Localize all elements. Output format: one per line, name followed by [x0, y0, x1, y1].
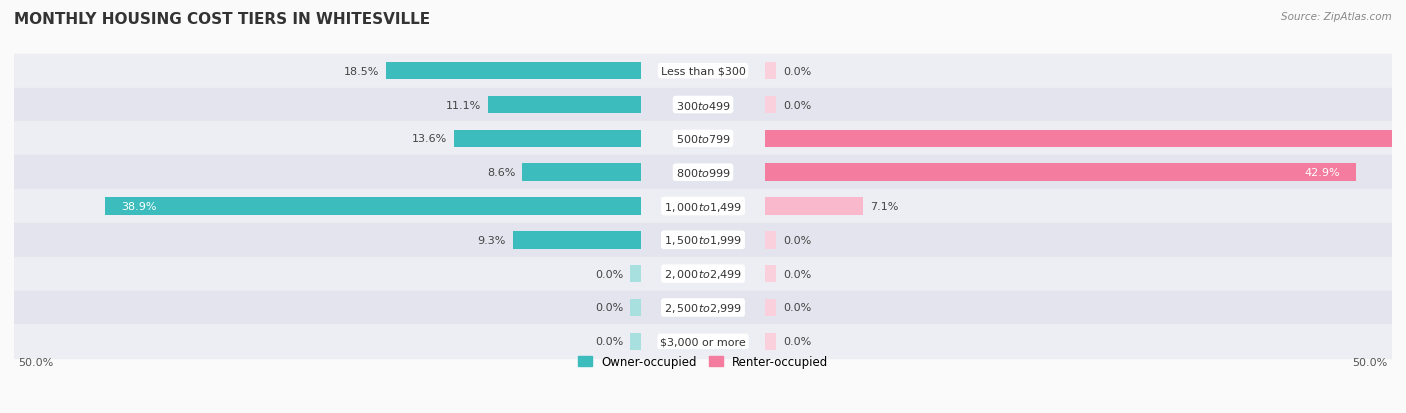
Bar: [14, 257, 1392, 291]
Bar: [14, 223, 1392, 257]
Text: 0.0%: 0.0%: [783, 100, 811, 110]
Text: 11.1%: 11.1%: [446, 100, 481, 110]
Bar: [14, 190, 1392, 223]
Text: 18.5%: 18.5%: [344, 66, 380, 76]
Text: $1,000 to $1,499: $1,000 to $1,499: [664, 200, 742, 213]
Text: 42.9%: 42.9%: [1303, 168, 1340, 178]
Text: 50.0%: 50.0%: [1353, 357, 1388, 368]
Text: 0.0%: 0.0%: [783, 269, 811, 279]
Bar: [765, 97, 776, 114]
Bar: [488, 97, 641, 114]
Text: 0.0%: 0.0%: [783, 66, 811, 76]
Text: Less than $300: Less than $300: [661, 66, 745, 76]
Text: 38.9%: 38.9%: [121, 202, 157, 211]
Bar: [513, 231, 641, 249]
Bar: [765, 63, 776, 80]
Bar: [14, 325, 1392, 358]
Bar: [765, 164, 1357, 182]
Text: $1,500 to $1,999: $1,500 to $1,999: [664, 234, 742, 247]
Bar: [765, 299, 776, 316]
Bar: [14, 88, 1392, 122]
Text: $800 to $999: $800 to $999: [675, 167, 731, 179]
Text: 0.0%: 0.0%: [783, 303, 811, 313]
Text: 13.6%: 13.6%: [412, 134, 447, 144]
Bar: [630, 265, 641, 283]
Text: $2,500 to $2,999: $2,500 to $2,999: [664, 301, 742, 314]
Bar: [387, 63, 641, 80]
Bar: [765, 198, 863, 215]
Text: $500 to $799: $500 to $799: [675, 133, 731, 145]
Text: 8.6%: 8.6%: [488, 168, 516, 178]
Text: Source: ZipAtlas.com: Source: ZipAtlas.com: [1281, 12, 1392, 22]
Text: $300 to $499: $300 to $499: [675, 99, 731, 111]
Bar: [14, 291, 1392, 325]
Text: 50.0%: 50.0%: [18, 357, 53, 368]
Text: 0.0%: 0.0%: [595, 337, 623, 347]
Bar: [765, 130, 1406, 148]
Text: 7.1%: 7.1%: [870, 202, 898, 211]
Text: MONTHLY HOUSING COST TIERS IN WHITESVILLE: MONTHLY HOUSING COST TIERS IN WHITESVILL…: [14, 12, 430, 27]
Text: 0.0%: 0.0%: [595, 303, 623, 313]
Bar: [630, 333, 641, 350]
Bar: [14, 156, 1392, 190]
Legend: Owner-occupied, Renter-occupied: Owner-occupied, Renter-occupied: [572, 351, 834, 373]
Bar: [765, 265, 776, 283]
Text: $3,000 or more: $3,000 or more: [661, 337, 745, 347]
Text: 0.0%: 0.0%: [783, 235, 811, 245]
Text: 50.0%: 50.0%: [1402, 134, 1406, 144]
Text: 0.0%: 0.0%: [783, 337, 811, 347]
Bar: [14, 122, 1392, 156]
Bar: [454, 130, 641, 148]
Text: 9.3%: 9.3%: [478, 235, 506, 245]
Bar: [765, 231, 776, 249]
Bar: [105, 198, 641, 215]
Text: $2,000 to $2,499: $2,000 to $2,499: [664, 268, 742, 280]
Bar: [14, 55, 1392, 88]
Bar: [765, 333, 776, 350]
Bar: [630, 299, 641, 316]
Text: 0.0%: 0.0%: [595, 269, 623, 279]
Bar: [523, 164, 641, 182]
